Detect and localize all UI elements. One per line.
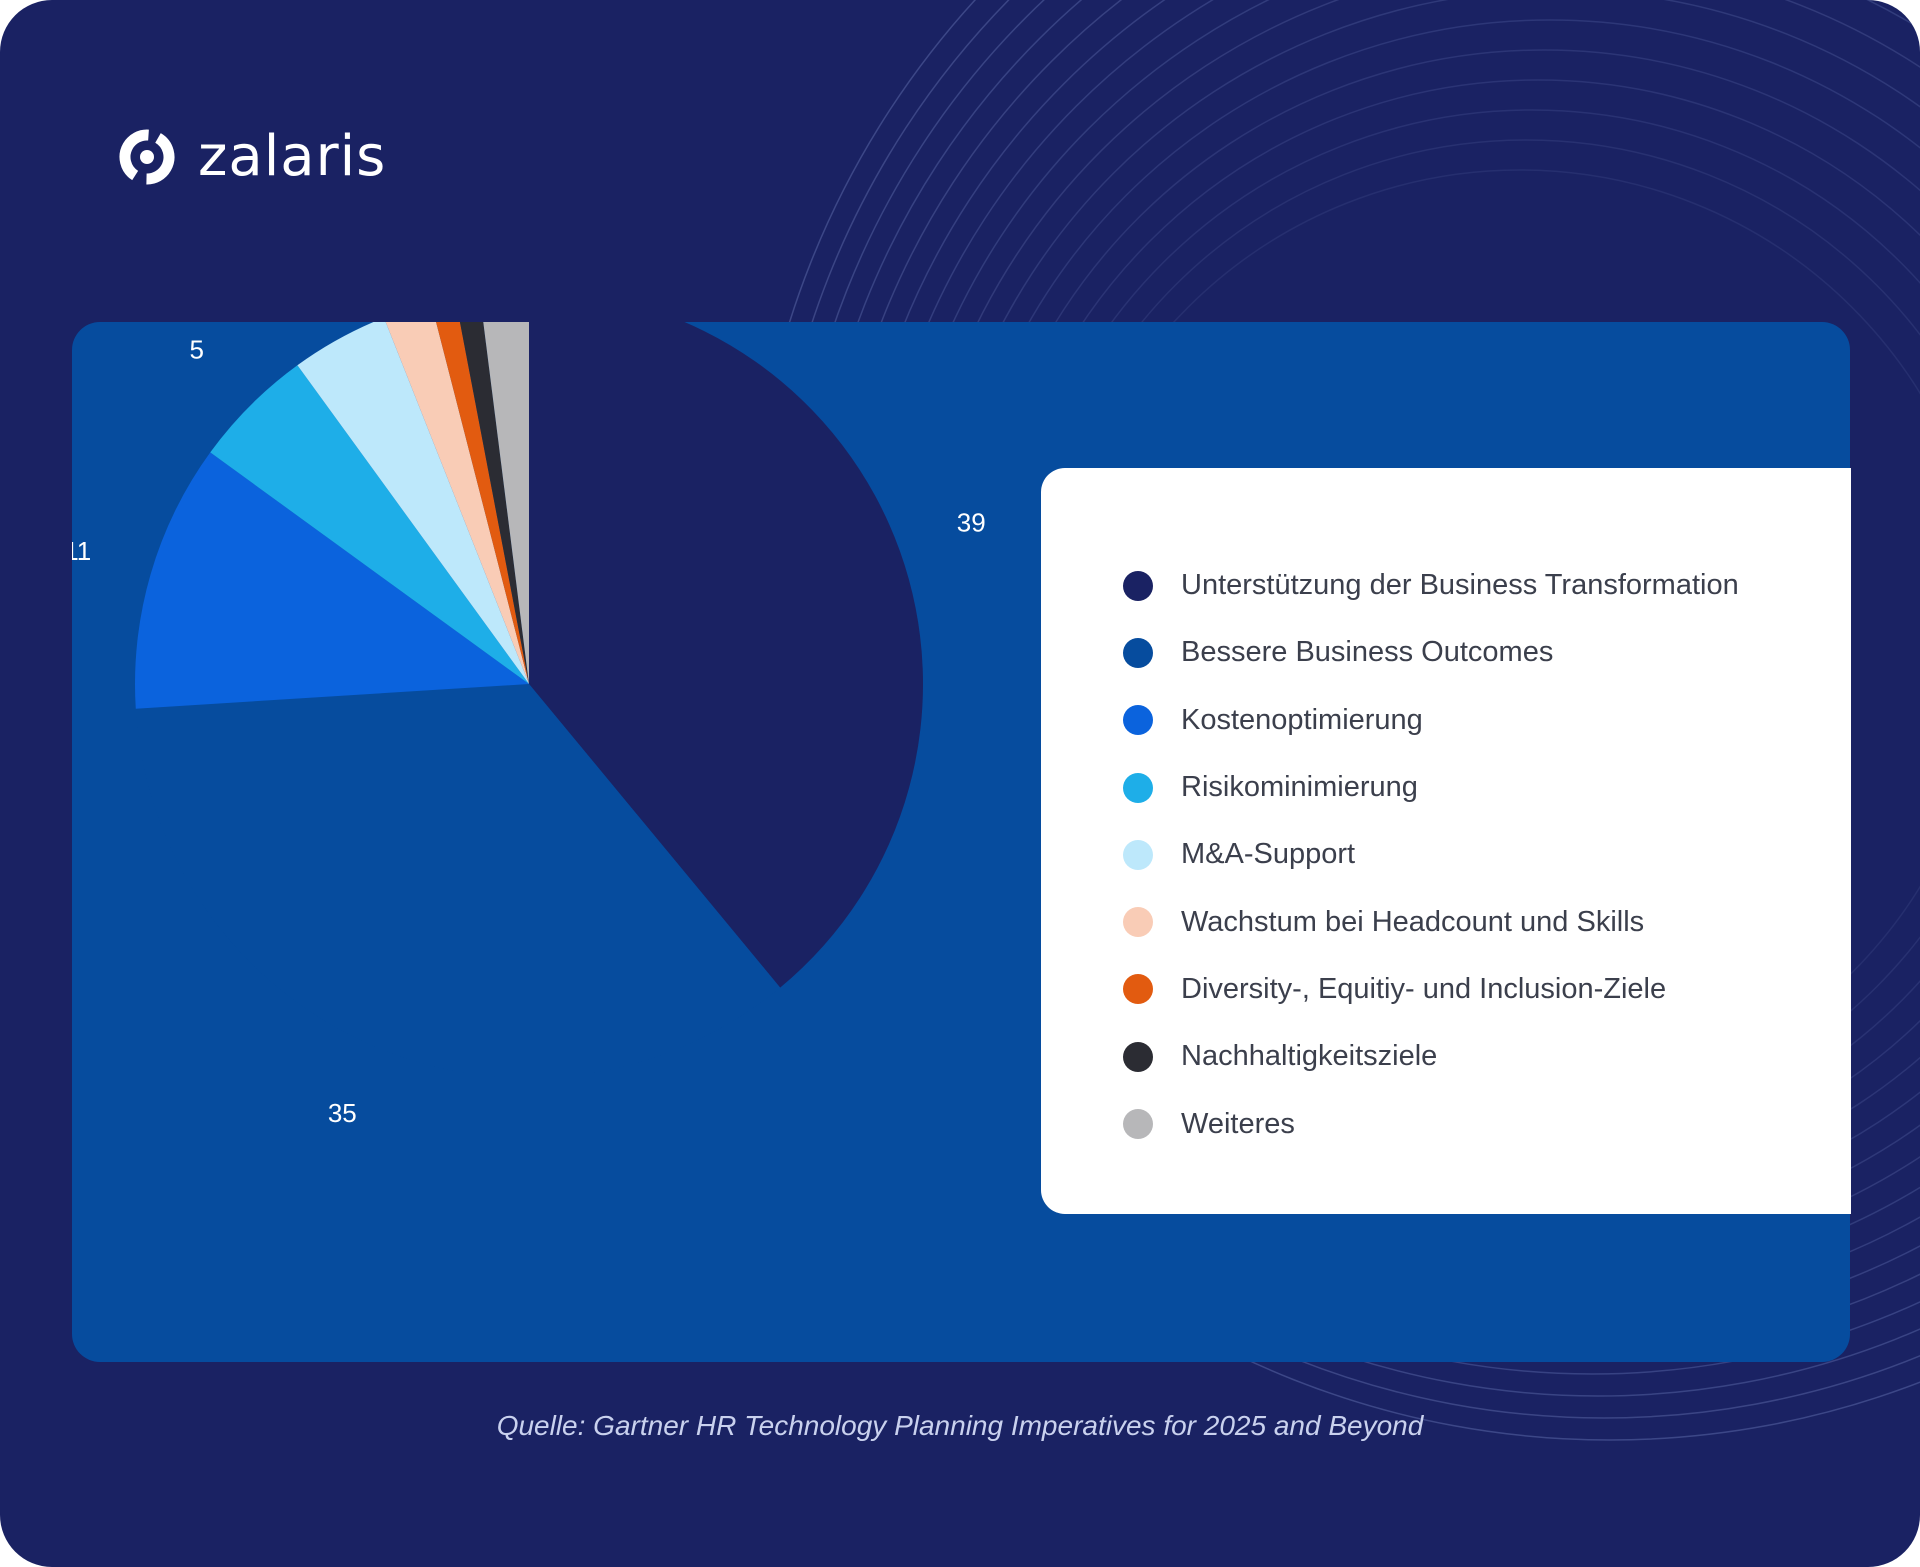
zalaris-logo-icon bbox=[119, 129, 175, 185]
brand-name: zalaris bbox=[198, 124, 387, 189]
legend-item: Risikominimierung bbox=[1123, 754, 1739, 821]
legend-label: Wachstum bei Headcount und Skills bbox=[1181, 905, 1645, 938]
slice-value-label: 5 bbox=[189, 335, 203, 365]
legend-label: Risikominimierung bbox=[1181, 771, 1418, 804]
legend-swatch bbox=[1123, 1041, 1153, 1072]
legend-swatch bbox=[1123, 907, 1153, 938]
slice-value-label: 35 bbox=[328, 1098, 357, 1128]
legend-label: Unterstützung der Business Transformatio… bbox=[1181, 569, 1739, 602]
legend-swatch bbox=[1123, 705, 1153, 736]
legend-swatch bbox=[1123, 839, 1153, 870]
pie-slice bbox=[483, 322, 529, 684]
legend-item: Wachstum bei Headcount und Skills bbox=[1123, 888, 1739, 955]
legend-item: Weiteres bbox=[1123, 1090, 1739, 1157]
legend-swatch bbox=[1123, 1109, 1153, 1140]
legend-swatch bbox=[1123, 637, 1153, 668]
zalaris-logo: zalaris bbox=[116, 126, 386, 188]
legend-item: M&A-Support bbox=[1123, 821, 1739, 888]
slice-value-label: 11 bbox=[72, 536, 91, 566]
pie-slice bbox=[135, 684, 781, 1078]
pie-slice bbox=[297, 322, 529, 684]
pie-slice bbox=[436, 322, 529, 684]
legend-label: Bessere Business Outcomes bbox=[1181, 636, 1554, 669]
pie-slice bbox=[529, 322, 923, 988]
slice-value-label: 39 bbox=[957, 508, 986, 538]
legend-item: Unterstützung der Business Transformatio… bbox=[1123, 552, 1739, 619]
pie-chart: 393511542112 bbox=[72, 322, 986, 1128]
pie-slice bbox=[385, 322, 529, 684]
pie-slice bbox=[210, 365, 529, 684]
source-note: Quelle: Gartner HR Technology Planning I… bbox=[496, 1410, 1424, 1441]
legend-label: Kostenoptimierung bbox=[1181, 703, 1423, 736]
legend-label: Diversity-, Equitiy- und Inclusion-Ziele bbox=[1181, 972, 1667, 1005]
pie-slice bbox=[135, 452, 529, 709]
legend-label: Nachhaltigkeitsziele bbox=[1181, 1040, 1438, 1073]
legend-list: Unterstützung der Business Transformatio… bbox=[1123, 552, 1739, 1158]
legend-label: Weiteres bbox=[1181, 1107, 1295, 1140]
pie-slice bbox=[459, 322, 529, 684]
legend-label: M&A-Support bbox=[1181, 838, 1356, 871]
legend-swatch bbox=[1123, 974, 1153, 1005]
legend-swatch bbox=[1123, 570, 1153, 601]
legend-item: Bessere Business Outcomes bbox=[1123, 619, 1739, 686]
legend-item: Diversity-, Equitiy- und Inclusion-Ziele bbox=[1123, 956, 1739, 1023]
legend-swatch bbox=[1123, 772, 1153, 803]
legend-item: Nachhaltigkeitsziele bbox=[1123, 1023, 1739, 1090]
chart-legend: Unterstützung der Business Transformatio… bbox=[1041, 468, 1851, 1214]
legend-item: Kostenoptimierung bbox=[1123, 687, 1739, 754]
